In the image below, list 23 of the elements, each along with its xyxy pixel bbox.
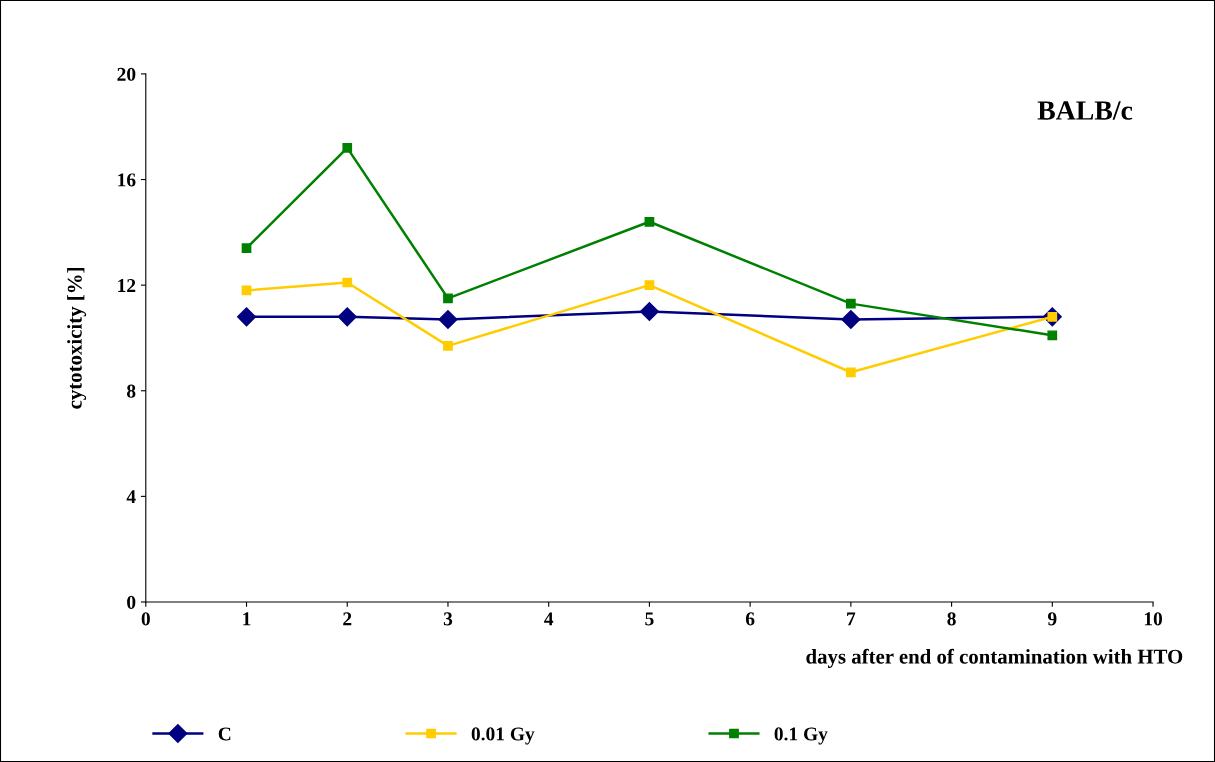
x-axis-title: days after end of contamination with HTO (806, 648, 1183, 668)
x-tick-label: 8 (947, 612, 956, 626)
x-tick-label: 3 (443, 612, 453, 626)
x-tick-label: 7 (847, 612, 856, 626)
x-tick-label: 1 (243, 612, 251, 626)
annotation: BALB/c (1037, 101, 1133, 120)
y-tick-label: 8 (127, 384, 136, 398)
y-tick-label: 16 (118, 173, 136, 187)
x-tick-label: 4 (544, 612, 554, 626)
x-tick-label: 6 (745, 612, 755, 626)
legend-label: 0.1 Gy (774, 727, 828, 745)
y-tick-label: 20 (117, 67, 136, 81)
x-tick-label: 9 (1047, 612, 1057, 626)
y-tick-label: 4 (126, 490, 136, 504)
x-tick-label: 5 (645, 612, 654, 626)
x-tick-label: 2 (343, 612, 352, 626)
legend-label: 0.01 Gy (471, 727, 535, 745)
y-axis-title: cytotoxicity [%] (67, 268, 87, 409)
x-tick-label: 0 (141, 612, 150, 626)
legend-label: C (218, 727, 231, 741)
y-tick-label: 12 (118, 279, 136, 292)
x-tick-label: 10 (1144, 612, 1163, 626)
y-tick-label: 0 (127, 595, 136, 609)
